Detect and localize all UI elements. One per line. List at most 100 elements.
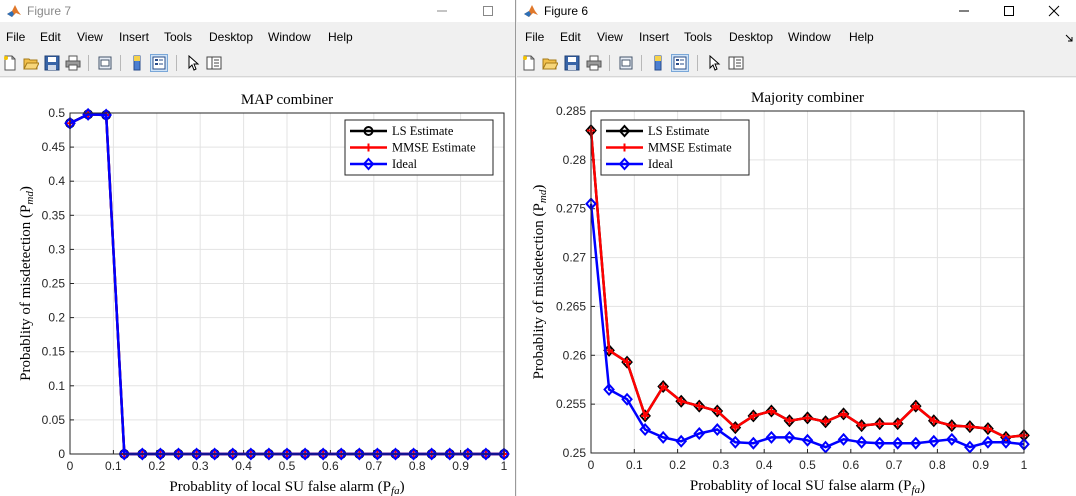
menu-bar: File Edit View Insert Tools Desktop Wind… bbox=[0, 26, 515, 48]
legend-icon bbox=[152, 56, 166, 70]
close-button[interactable] bbox=[1032, 0, 1076, 22]
new-file-icon bbox=[4, 55, 16, 71]
toolbar bbox=[0, 50, 515, 77]
legend-button[interactable] bbox=[150, 54, 168, 72]
x-tick-label: 0.1 bbox=[105, 459, 122, 473]
x-tick-label: 0.7 bbox=[365, 459, 382, 473]
maximize-icon bbox=[483, 6, 493, 16]
data-point bbox=[765, 404, 778, 418]
legend: LS Estimate MMSE Estimate Ideal bbox=[600, 119, 750, 176]
figure-canvas[interactable]: 0 0.1 0.2 0.3 0.4 0.5 0.6 0.7 0.8 0.9 1 0 0.05 0.1 0.1… bbox=[0, 78, 515, 496]
chart-title: Majority combiner bbox=[751, 90, 864, 106]
menu-file[interactable]: File bbox=[525, 30, 545, 44]
data-point bbox=[154, 447, 167, 461]
y-tick-label: 0.25 bbox=[42, 277, 66, 291]
colorbar-icon bbox=[133, 55, 141, 71]
y-tick-label: 0.265 bbox=[556, 299, 586, 313]
menu-file[interactable]: File bbox=[6, 30, 26, 44]
data-point bbox=[929, 416, 938, 425]
menu-desktop[interactable]: Desktop bbox=[729, 30, 774, 44]
data-point bbox=[785, 416, 794, 425]
toolbar-separator bbox=[609, 55, 610, 71]
legend-button[interactable] bbox=[671, 54, 689, 72]
axes-box bbox=[590, 110, 1025, 454]
data-point bbox=[749, 411, 758, 420]
toolbar-separator bbox=[88, 55, 89, 71]
new-figure-button[interactable] bbox=[1, 54, 19, 72]
link-plot-button[interactable] bbox=[617, 54, 635, 72]
open-button[interactable] bbox=[22, 54, 40, 72]
edit-plot-button[interactable] bbox=[184, 54, 202, 72]
data-point bbox=[964, 420, 976, 434]
y-tick-label: 0.1 bbox=[48, 379, 65, 393]
colorbar-button[interactable] bbox=[128, 54, 146, 72]
data-point bbox=[1000, 435, 1012, 449]
data-point bbox=[891, 436, 904, 450]
menu-view[interactable]: View bbox=[597, 30, 623, 44]
data-point bbox=[783, 430, 796, 444]
y-tick-label: 0.255 bbox=[556, 397, 586, 411]
menu-help[interactable]: Help bbox=[328, 30, 353, 44]
menu-insert[interactable]: Insert bbox=[119, 30, 150, 44]
y-tick-label: 0.27 bbox=[563, 251, 587, 265]
figure-canvas[interactable]: 0 0.1 0.2 0.3 0.4 0.5 0.6 0.7 0.8 0.9 1 0.25 0.255 0.… bbox=[517, 78, 1076, 496]
figure-window-6[interactable]: Figure 6 File Edit View Insert Tools Des… bbox=[517, 0, 1076, 496]
print-button[interactable] bbox=[64, 54, 82, 72]
data-point bbox=[425, 447, 438, 461]
property-inspector-icon bbox=[728, 56, 744, 70]
data-point bbox=[190, 447, 203, 461]
save-button[interactable] bbox=[43, 54, 61, 72]
menu-desktop[interactable]: Desktop bbox=[209, 30, 254, 44]
close-icon bbox=[1048, 5, 1060, 17]
figure-window-7[interactable]: Figure 7 File Edit View Insert Tools Des… bbox=[0, 0, 516, 496]
colorbar-icon bbox=[654, 55, 662, 71]
open-button[interactable] bbox=[541, 54, 559, 72]
new-figure-button[interactable] bbox=[520, 54, 538, 72]
menu-window[interactable]: Window bbox=[788, 30, 831, 44]
legend-swatch-marker bbox=[618, 124, 631, 138]
x-axis-label: Probablity of local SU false alarm (Pfa) bbox=[169, 479, 404, 496]
menu-help[interactable]: Help bbox=[849, 30, 874, 44]
x-tick-label: 0.2 bbox=[669, 458, 686, 472]
x-tick-label: 0 bbox=[67, 459, 74, 473]
menu-view[interactable]: View bbox=[77, 30, 103, 44]
x-tick-label: 0.2 bbox=[148, 459, 165, 473]
property-inspector-button[interactable] bbox=[727, 54, 745, 72]
menu-window[interactable]: Window bbox=[268, 30, 311, 44]
chart-map-combiner[interactable]: 0 0.1 0.2 0.3 0.4 0.5 0.6 0.7 0.8 0.9 1 0 0.05 0.1 0.1… bbox=[0, 78, 515, 496]
data-point bbox=[657, 430, 670, 444]
link-plot-button[interactable] bbox=[96, 54, 114, 72]
dock-arrow-icon[interactable] bbox=[1065, 34, 1073, 42]
property-inspector-button[interactable] bbox=[205, 54, 223, 72]
colorbar-button[interactable] bbox=[649, 54, 667, 72]
menu-tools[interactable]: Tools bbox=[164, 30, 193, 44]
title-bar[interactable]: Figure 6 bbox=[517, 0, 1076, 22]
maximize-icon bbox=[1004, 6, 1014, 16]
data-point bbox=[837, 432, 850, 446]
maximize-button[interactable] bbox=[466, 0, 510, 22]
chart-majority-combiner[interactable]: 0 0.1 0.2 0.3 0.4 0.5 0.6 0.7 0.8 0.9 1 0.25 0.255 0.… bbox=[517, 78, 1076, 496]
menu-insert[interactable]: Insert bbox=[639, 30, 670, 44]
edit-plot-button[interactable] bbox=[705, 54, 723, 72]
data-point bbox=[245, 447, 257, 461]
menu-edit[interactable]: Edit bbox=[40, 30, 61, 44]
data-point bbox=[713, 406, 722, 415]
data-point bbox=[747, 436, 760, 450]
print-button[interactable] bbox=[585, 54, 603, 72]
menu-tools[interactable]: Tools bbox=[684, 30, 713, 44]
title-bar[interactable]: Figure 7 bbox=[0, 0, 515, 22]
data-point bbox=[945, 432, 958, 446]
y-tick-label: 0.285 bbox=[556, 104, 586, 118]
matlab-icon bbox=[6, 3, 22, 19]
save-button[interactable] bbox=[563, 54, 581, 72]
y-tick-label: 0.35 bbox=[42, 208, 66, 222]
minimize-button[interactable] bbox=[942, 0, 986, 22]
x-tick-label: 1 bbox=[1021, 458, 1028, 472]
maximize-button[interactable] bbox=[987, 0, 1031, 22]
minimize-button[interactable] bbox=[420, 0, 464, 22]
data-point bbox=[659, 382, 668, 391]
y-tick-label: 0.2 bbox=[48, 311, 65, 325]
series-ideal bbox=[585, 197, 1030, 454]
folder-open-icon bbox=[23, 58, 39, 70]
menu-edit[interactable]: Edit bbox=[560, 30, 581, 44]
